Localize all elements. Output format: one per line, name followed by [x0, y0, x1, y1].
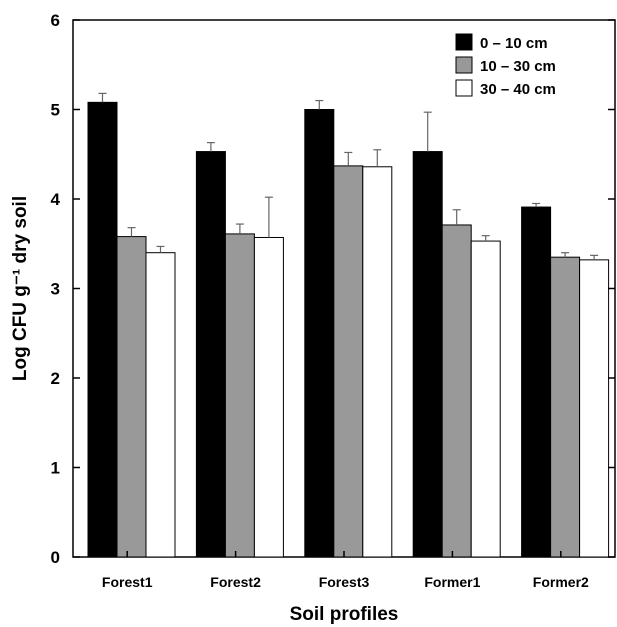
bar [116, 236, 147, 558]
bar [362, 166, 393, 558]
bar [550, 256, 581, 558]
bar [441, 224, 472, 558]
y-axis-title: Log CFU g⁻¹ dry soil [10, 196, 31, 381]
legend-label: 0 – 10 cm [480, 35, 548, 52]
y-tick-label: 1 [51, 459, 60, 478]
legend-label: 10 – 30 cm [480, 58, 556, 75]
x-tick-label: Former2 [533, 574, 589, 590]
bar [521, 206, 552, 558]
bar [470, 240, 501, 558]
bar [87, 101, 118, 558]
bar [145, 252, 176, 558]
bar [195, 151, 226, 558]
legend-swatch [455, 56, 473, 74]
x-tick-label: Former1 [424, 574, 480, 590]
legend-swatch [455, 79, 473, 97]
x-tick-label: Forest1 [102, 574, 153, 590]
bar [304, 109, 335, 558]
axes: 0 1 2 3 4 5 6 Forest1 Forest2 Forest3 Former1 Forme… [51, 11, 615, 590]
bar [253, 236, 284, 558]
y-tick-label: 6 [51, 11, 60, 30]
y-tick-label: 4 [51, 190, 61, 209]
error-bars [98, 92, 599, 260]
x-tick-label: Forest2 [210, 574, 261, 590]
bar [412, 151, 443, 558]
bar [333, 165, 364, 558]
x-tick-label: Forest3 [319, 574, 370, 590]
bar [579, 259, 610, 558]
y-tick-label: 2 [51, 369, 60, 388]
y-tick-label: 3 [51, 280, 60, 299]
x-axis-title: Soil profiles [290, 604, 399, 625]
y-tick-label: 0 [51, 548, 60, 567]
y-tick-label: 5 [51, 101, 60, 120]
legend-label: 30 – 40 cm [480, 81, 556, 98]
bars [87, 101, 610, 558]
legend-swatch [455, 33, 473, 51]
legend: 0 – 10 cm 10 – 30 cm 30 – 40 cm [455, 33, 556, 98]
bar [224, 233, 255, 558]
